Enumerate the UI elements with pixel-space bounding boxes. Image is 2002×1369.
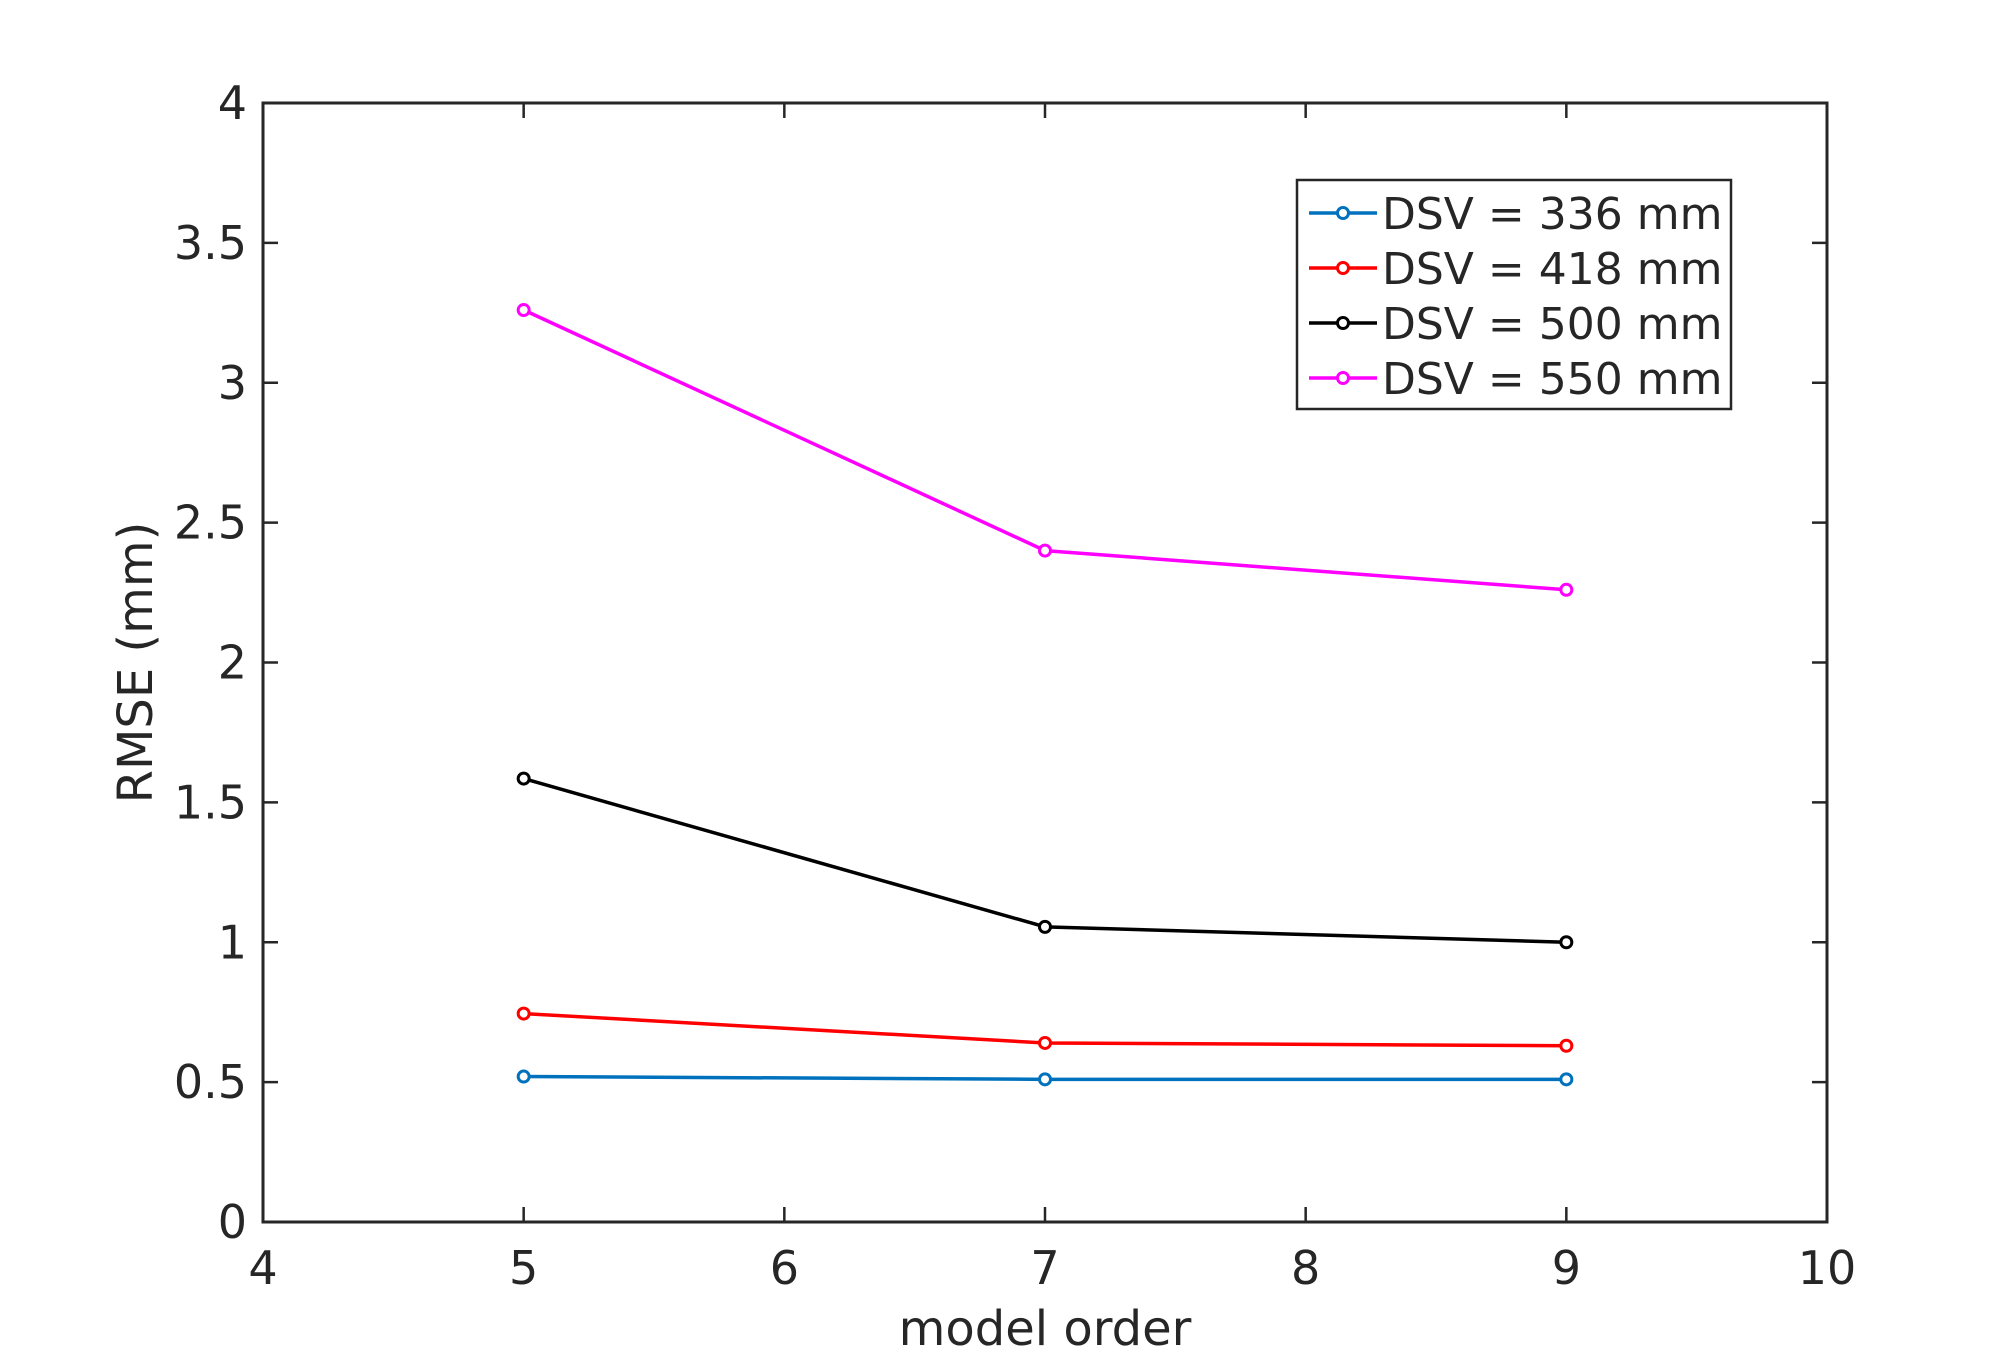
- x-axis-label: model order: [899, 1301, 1192, 1357]
- y-tick-label: 3.5: [174, 216, 247, 270]
- legend-label: DSV = 418 mm: [1382, 244, 1722, 295]
- data-point: [1559, 1072, 1574, 1087]
- x-tick-label: 9: [1552, 1241, 1581, 1295]
- data-point: [516, 1006, 531, 1021]
- legend-swatch-marker: [1336, 316, 1350, 330]
- y-tick-label: 1.5: [174, 775, 247, 829]
- data-point: [1038, 919, 1052, 934]
- legend-box: [1295, 178, 1733, 411]
- data-point: [1559, 935, 1574, 950]
- x-tick-label: 4: [248, 1241, 277, 1295]
- data-point: [516, 303, 531, 318]
- y-tick-label: 3: [218, 356, 247, 410]
- x-tick-label: 7: [1030, 1241, 1059, 1295]
- legend-swatch-marker: [1336, 371, 1350, 385]
- data-point: [516, 1069, 531, 1084]
- x-tick-label: 6: [770, 1241, 799, 1295]
- legend-label: DSV = 550 mm: [1382, 354, 1722, 405]
- y-tick-label: 1: [218, 915, 247, 969]
- legend-swatch-marker: [1336, 261, 1350, 275]
- legend-label: DSV = 500 mm: [1382, 299, 1722, 350]
- data-point: [1559, 1038, 1574, 1053]
- x-tick-label: 10: [1798, 1241, 1857, 1295]
- y-tick-label: 0.5: [174, 1055, 247, 1109]
- legend-swatch-marker: [1336, 206, 1350, 220]
- y-tick-label: 4: [218, 76, 247, 130]
- data-point: [1038, 1072, 1052, 1087]
- data-point: [1038, 543, 1052, 558]
- data-point: [516, 771, 531, 786]
- x-tick-label: 5: [509, 1241, 538, 1295]
- legend-label: DSV = 336 mm: [1382, 189, 1722, 240]
- x-tick-label: 8: [1291, 1241, 1320, 1295]
- y-tick-label: 2: [218, 636, 247, 690]
- y-tick-label: 0: [218, 1195, 247, 1249]
- data-point: [1559, 582, 1574, 597]
- y-axis-label: RMSE (mm): [108, 522, 164, 804]
- data-point: [1038, 1035, 1052, 1050]
- y-tick-label: 2.5: [174, 496, 247, 550]
